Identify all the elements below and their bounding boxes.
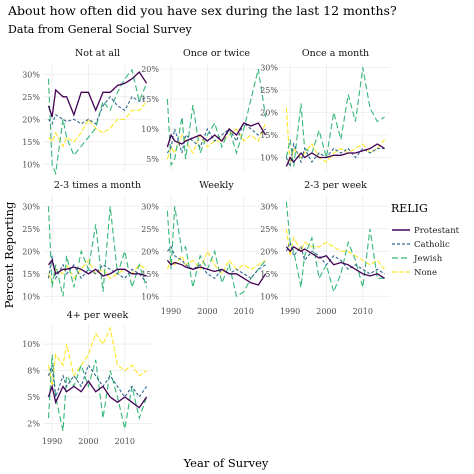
facet-title: Once a month: [302, 48, 369, 59]
y-tick-label: 20%: [260, 109, 278, 118]
series-line-catholic: [48, 95, 147, 125]
series-line-protestant: [285, 143, 385, 167]
legend-item-jewish: Jewish: [392, 254, 443, 264]
legend-item-none: None: [392, 268, 437, 278]
y-tick-label: 15%: [22, 270, 40, 279]
x-tick-label: 2010: [353, 307, 373, 316]
y-tick-label: 30%: [22, 202, 40, 211]
y-tick-label: 20%: [141, 65, 159, 74]
series-line-none: [166, 250, 266, 275]
y-tick-label: 10%: [260, 154, 278, 163]
y-tick-label: 10%: [22, 340, 40, 349]
x-tick-label: 1990: [280, 307, 300, 316]
series-line-catholic: [285, 240, 385, 275]
y-tick-label: 25%: [260, 86, 278, 95]
legend-label-protestant: Protestant: [414, 226, 460, 236]
y-tick-label: 10%: [141, 125, 159, 134]
y-tick-label: 30%: [22, 70, 40, 79]
chart-subtitle: Data from General Social Survey: [8, 23, 192, 36]
legend-item-protestant: Protestant: [392, 226, 460, 236]
y-tick-label: 15%: [141, 270, 159, 279]
facet-weekly: Weekly 10% 15% 20% 25% 30% 1990 2000 2010: [141, 180, 271, 316]
y-tick-label: 15%: [22, 138, 40, 147]
series-line-jewish: [285, 67, 385, 167]
facet-title: Weekly: [199, 180, 234, 191]
series-line-none: [48, 100, 148, 148]
x-tick-label: 2010: [115, 437, 135, 446]
x-tick-label: 2010: [234, 307, 254, 316]
y-tick-label: 30%: [141, 202, 159, 211]
y-axis-label: Percent Reporting: [2, 201, 16, 308]
y-tick-label: 10%: [260, 292, 278, 301]
series-line-none: [166, 122, 267, 160]
y-tick-label: 15%: [141, 95, 159, 104]
series-line-catholic: [47, 363, 148, 398]
y-tick-label: 5%: [146, 155, 159, 164]
series-line-none: [285, 107, 386, 167]
series-line-protestant: [285, 245, 385, 279]
y-tick-label: 10%: [22, 160, 40, 169]
series-line-protestant: [47, 379, 148, 409]
y-tick-label: 25%: [260, 225, 278, 234]
facet-title: Not at all: [75, 48, 120, 59]
series-line-jewish: [47, 206, 148, 297]
y-tick-label: 10%: [141, 292, 159, 301]
x-tick-label: 1990: [42, 437, 62, 446]
facet-once-a-month: Once a month 10% 15% 20% 25% 30%: [260, 48, 390, 171]
y-tick-label: 2%: [27, 419, 40, 428]
facet-title: Once or twice: [183, 48, 250, 59]
series-line-jewish: [47, 354, 148, 432]
facet-title: 2-3 times a month: [54, 180, 141, 191]
series-line-protestant: [166, 122, 267, 148]
series-line-protestant: [47, 70, 148, 118]
y-tick-label: 15%: [260, 270, 278, 279]
series-line-protestant: [47, 258, 147, 277]
y-tick-label: 25%: [22, 225, 40, 234]
series-line-catholic: [166, 122, 266, 154]
series-line-jewish: [166, 68, 267, 167]
y-tick-label: 30%: [260, 64, 278, 73]
facet-panels: Not at all 10% 15% 20% 25% 30% Once or twice 5%…: [22, 48, 390, 446]
y-tick-label: 10%: [22, 292, 40, 301]
series-line-jewish: [285, 201, 385, 294]
legend-label-none: None: [414, 268, 437, 278]
series-line-catholic: [47, 255, 148, 284]
series-line-protestant: [166, 259, 267, 286]
facet-title: 2-3 per week: [304, 180, 367, 191]
series-line-jewish: [47, 68, 148, 176]
legend-item-catholic: Catholic: [392, 240, 450, 250]
facet-title: 4+ per week: [67, 310, 129, 321]
y-tick-label: 30%: [260, 202, 278, 211]
series-line-none: [47, 326, 147, 387]
facet-4-per-week: 4+ per week 2% 5% 8% 10% 1990 2000 2010: [22, 310, 152, 446]
y-tick-label: 8%: [27, 367, 40, 376]
series-line-jewish: [166, 206, 267, 298]
x-axis-label: Year of Survey: [183, 456, 269, 470]
legend-label-jewish: Jewish: [413, 254, 443, 264]
x-tick-label: 2000: [316, 307, 336, 316]
y-tick-label: 15%: [260, 131, 278, 140]
y-tick-label: 20%: [141, 247, 159, 256]
legend: RELIG Protestant Catholic Jewish None: [391, 202, 460, 278]
y-tick-label: 25%: [22, 93, 40, 102]
y-tick-label: 20%: [22, 115, 40, 124]
legend-label-catholic: Catholic: [414, 240, 450, 250]
facet-not-at-all: Not at all 10% 15% 20% 25% 30%: [22, 48, 152, 176]
legend-title: RELIG: [391, 202, 428, 215]
y-tick-label: 25%: [141, 225, 159, 234]
x-tick-label: 2000: [78, 437, 98, 446]
facet-2-3-times-a-month: 2-3 times a month 10% 15% 20% 25% 30%: [22, 180, 152, 303]
y-tick-label: 20%: [22, 247, 40, 256]
series-line-catholic: [285, 141, 385, 169]
y-tick-label: 5%: [27, 393, 40, 402]
series-line-catholic: [166, 245, 266, 280]
chart-title: About how often did you have sex during …: [7, 3, 397, 18]
y-tick-label: 20%: [260, 247, 278, 256]
facet-2-3-per-week: 2-3 per week 10% 15% 20% 25% 30% 1990 2000 2010: [260, 180, 390, 316]
x-tick-label: 2000: [197, 307, 217, 316]
facet-once-or-twice: Once or twice 5% 10% 15% 20%: [141, 48, 271, 171]
x-tick-label: 1990: [161, 307, 181, 316]
